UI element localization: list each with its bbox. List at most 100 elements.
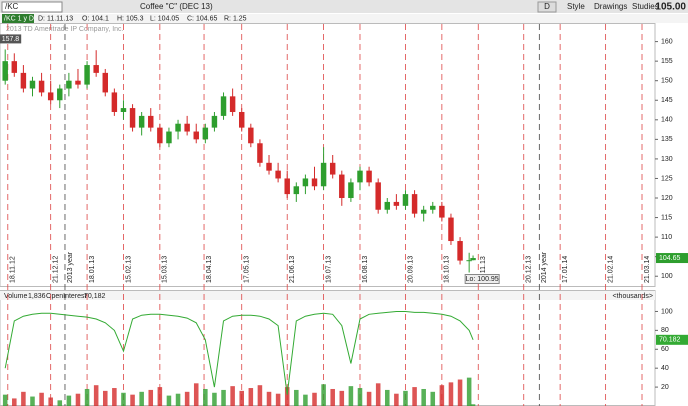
studies-button[interactable]: Studies xyxy=(632,2,659,11)
y-tick-label: 145 xyxy=(661,97,673,104)
date-label: 21.12.12 xyxy=(53,256,60,283)
y-tick-label: 135 xyxy=(661,136,673,143)
price-panel xyxy=(0,23,656,287)
candle-body xyxy=(93,65,99,73)
volume-bar xyxy=(21,391,26,406)
date-label: 17.01.14 xyxy=(562,256,569,283)
candle-body xyxy=(238,111,245,128)
volume-bar xyxy=(439,385,445,406)
volume-bar xyxy=(239,390,245,406)
volume-bar xyxy=(394,393,399,406)
volume-bar xyxy=(248,388,254,406)
candle-body xyxy=(2,61,8,81)
oi-value: 70,182 xyxy=(84,293,106,300)
candle-body xyxy=(311,178,318,187)
candle-body xyxy=(38,80,45,93)
candle-body xyxy=(248,127,254,144)
volume-bar xyxy=(303,394,308,406)
date-label: 15.02.13 xyxy=(125,256,132,283)
volume-bar xyxy=(448,382,454,406)
volume-bar xyxy=(430,391,436,406)
aggregation[interactable]: D xyxy=(544,2,550,11)
volume-bar xyxy=(412,387,417,406)
candle-body xyxy=(148,115,154,128)
volume-bar xyxy=(112,388,117,406)
high-annotation: Hi: 157.8 xyxy=(0,36,19,43)
volume-bar xyxy=(221,389,226,406)
date-label: 18.11.12 xyxy=(10,256,17,283)
date-label: 16.08.13 xyxy=(362,256,369,283)
volume-bar xyxy=(57,400,63,406)
volume-bar xyxy=(157,387,163,406)
candle-body xyxy=(420,209,427,214)
date-label: 20.12.13 xyxy=(526,256,533,283)
volume-bar xyxy=(348,386,354,406)
description: Coffee "C" (DEC 13) xyxy=(140,2,213,11)
candle-body xyxy=(175,123,181,132)
volume-bar xyxy=(466,377,472,406)
volume-bar xyxy=(212,392,217,406)
y-tick-label: 125 xyxy=(661,175,673,182)
drawings-button[interactable]: Drawings xyxy=(594,2,627,11)
candle-body xyxy=(229,96,236,112)
candle-body xyxy=(138,115,145,128)
candle-body xyxy=(257,143,263,163)
toolbar xyxy=(0,0,688,13)
candle-body xyxy=(120,108,127,112)
symbol-input[interactable] xyxy=(1,1,63,13)
candle-body xyxy=(320,162,327,187)
candle-body xyxy=(184,123,190,132)
date-label: 18.04.13 xyxy=(206,256,213,283)
oi-title: OpenInterest xyxy=(46,293,87,300)
candle-body xyxy=(57,88,63,101)
open-interest-line xyxy=(4,311,474,395)
last-oi-label: 70.182 xyxy=(659,337,681,344)
symbol[interactable]: /KC xyxy=(5,2,19,11)
volume-bar xyxy=(166,395,172,406)
aggregation-button[interactable] xyxy=(537,1,557,13)
y-tick-label: 110 xyxy=(661,234,672,241)
candle-body xyxy=(157,127,163,144)
y-tick-label: 160 xyxy=(661,38,673,45)
volume-bar xyxy=(230,386,235,406)
volume-bar xyxy=(93,385,99,406)
annotation-box xyxy=(464,274,500,285)
candle-body xyxy=(75,80,81,85)
candle-body xyxy=(393,201,400,206)
date-label: 15.03.13 xyxy=(162,256,169,283)
candle-body xyxy=(339,174,345,199)
y-tick-label: 120 xyxy=(661,195,673,202)
volume-bar xyxy=(457,379,463,406)
study-badge xyxy=(2,14,34,23)
y-tick-label: 40 xyxy=(661,365,669,372)
volume-bar xyxy=(148,389,154,406)
volume-bar xyxy=(330,388,335,406)
candle-body xyxy=(293,186,300,195)
last-oi-box xyxy=(656,334,688,345)
candle-body xyxy=(430,205,436,210)
info-range: R: 1.25 xyxy=(224,15,247,22)
volume-bar xyxy=(84,388,90,406)
candle-body xyxy=(20,72,27,89)
volume-bar xyxy=(121,392,126,406)
candle-body xyxy=(166,131,172,144)
candle-body xyxy=(375,182,381,210)
candle-body xyxy=(302,178,309,187)
date-label: 18.10.13 xyxy=(444,256,451,283)
date-label: 17.05.13 xyxy=(244,256,251,283)
candle-body xyxy=(384,201,391,210)
candle-body xyxy=(457,241,463,261)
volume-bar xyxy=(12,398,17,406)
candle-body xyxy=(102,72,108,93)
style-button[interactable]: Style xyxy=(567,2,585,11)
volume-bar xyxy=(30,396,35,406)
volume-title: Volume xyxy=(4,293,27,300)
candle-body xyxy=(448,217,454,242)
volume-bar xyxy=(403,390,408,406)
y-tick-label: 20 xyxy=(661,384,669,391)
candle-body xyxy=(357,170,363,183)
last-price: 105.00 xyxy=(655,2,686,13)
volume-bar xyxy=(339,390,345,406)
date-label: 2014 year xyxy=(541,251,548,283)
y-tick-label: 80 xyxy=(661,327,669,334)
